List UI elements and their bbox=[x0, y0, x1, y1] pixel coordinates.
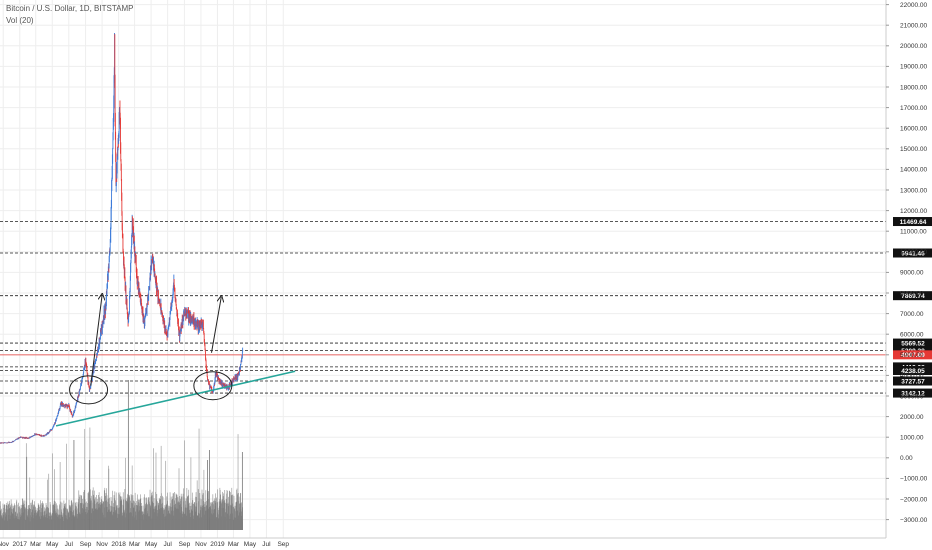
level-label: 3727.57 bbox=[901, 378, 925, 385]
y-tick-label: 15000.00 bbox=[900, 146, 927, 153]
level-label: 3142.12 bbox=[901, 390, 925, 397]
y-tick-label: 21000.00 bbox=[900, 23, 927, 30]
level-label-box bbox=[893, 365, 932, 375]
annotation-arrow bbox=[90, 295, 102, 386]
x-tick-label: Nov bbox=[96, 541, 108, 548]
x-tick-label: Sep bbox=[277, 541, 289, 548]
level-label: 4238.05 bbox=[901, 368, 925, 375]
y-axis: 22000.00 21000.00 20000.00 19000.00 18000.00… bbox=[885, 0, 928, 538]
x-tick-label: Nov bbox=[0, 541, 10, 548]
annotation-ellipse bbox=[193, 371, 233, 401]
x-tick-label: 2019 bbox=[210, 541, 225, 548]
y-tick-label: 22000.00 bbox=[900, 2, 927, 9]
y-tick-label: −3000.00 bbox=[900, 517, 928, 524]
x-tick-label: Sep bbox=[80, 541, 92, 548]
x-tick-label: Sep bbox=[179, 541, 191, 548]
x-tick-label: Nov bbox=[195, 541, 207, 548]
level-label-box bbox=[893, 388, 932, 398]
y-tick-label: 1000.00 bbox=[900, 435, 924, 442]
level-label-box bbox=[893, 248, 932, 258]
grid bbox=[0, 0, 886, 538]
x-tick-label: Mar bbox=[129, 541, 141, 548]
y-tick-label: 8000.00 bbox=[900, 290, 924, 297]
y-tick-label: 4000.00 bbox=[900, 373, 924, 380]
y-tick-label: 16000.00 bbox=[900, 126, 927, 133]
horizontal-levels: 11469.649941.467869.745569.525209.284997… bbox=[0, 217, 932, 398]
level-label-box bbox=[893, 350, 932, 360]
y-tick-label: 6000.00 bbox=[900, 332, 924, 339]
y-tick-label: 3000.00 bbox=[900, 393, 924, 400]
volume-legend: Vol (20) bbox=[6, 16, 34, 25]
x-tick-label: May bbox=[145, 541, 158, 548]
x-tick-label: Mar bbox=[228, 541, 240, 548]
support-trendline bbox=[55, 370, 296, 427]
candles bbox=[0, 32, 244, 444]
y-tick-label: 10000.00 bbox=[900, 249, 927, 256]
y-tick-label: 7000.00 bbox=[900, 311, 924, 318]
trendline bbox=[55, 370, 296, 427]
x-tick-label: May bbox=[244, 541, 257, 548]
y-tick-label: 18000.00 bbox=[900, 84, 927, 91]
x-axis: Nov2017MarMayJulSepNov2018MarMayJulSepNo… bbox=[0, 537, 886, 548]
x-tick-label: Jul bbox=[262, 541, 271, 548]
level-label-box bbox=[893, 291, 932, 301]
y-tick-label: 9000.00 bbox=[900, 270, 924, 277]
chart-title: Bitcoin / U.S. Dollar, 1D, BITSTAMP bbox=[6, 4, 134, 13]
y-tick-label: 0.00 bbox=[900, 455, 913, 462]
x-tick-label: May bbox=[46, 541, 59, 548]
y-tick-label: 12000.00 bbox=[900, 208, 927, 215]
y-tick-label: 2000.00 bbox=[900, 414, 924, 421]
level-label-box bbox=[893, 376, 932, 386]
annotation-ellipse bbox=[69, 375, 109, 405]
annotations bbox=[69, 295, 233, 405]
y-tick-label: 20000.00 bbox=[900, 43, 927, 50]
level-label: 4997.89 bbox=[901, 352, 925, 359]
x-tick-label: Mar bbox=[30, 541, 42, 548]
x-tick-label: Jul bbox=[65, 541, 74, 548]
annotation-arrow bbox=[211, 297, 221, 353]
y-tick-label: 5000.00 bbox=[900, 352, 924, 359]
level-label: 9941.46 bbox=[901, 250, 925, 257]
x-tick-label: 2018 bbox=[111, 541, 126, 548]
volume-bars bbox=[0, 380, 243, 530]
level-label: 7869.74 bbox=[901, 293, 925, 300]
y-tick-label: 14000.00 bbox=[900, 167, 927, 174]
x-tick-label: Jul bbox=[163, 541, 172, 548]
y-tick-label: 17000.00 bbox=[900, 105, 927, 112]
y-tick-label: 13000.00 bbox=[900, 187, 927, 194]
x-tick-label: 2017 bbox=[13, 541, 28, 548]
y-tick-label: 11000.00 bbox=[900, 229, 927, 236]
y-tick-label: −1000.00 bbox=[900, 476, 928, 483]
y-tick-label: 19000.00 bbox=[900, 64, 927, 71]
y-tick-label: −2000.00 bbox=[900, 496, 928, 503]
level-label-box bbox=[893, 338, 932, 348]
level-label-box bbox=[893, 217, 932, 227]
level-label: 5569.52 bbox=[901, 340, 925, 347]
level-label: 11469.64 bbox=[900, 219, 927, 226]
